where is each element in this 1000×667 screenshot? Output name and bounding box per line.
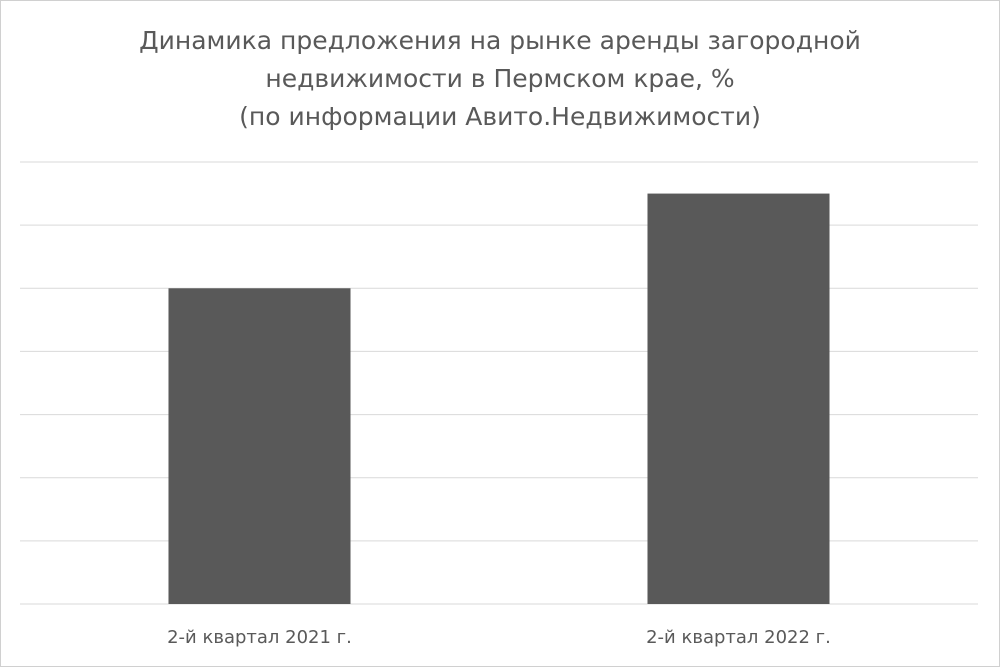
x-tick-label: 2-й квартал 2022 г. (646, 627, 831, 648)
chart-title: (по информации Авито.Недвижимости) (239, 102, 761, 131)
chart-title: недвижимости в Пермском крае, % (265, 64, 734, 93)
chart-title: Динамика предложения на рынке аренды заг… (139, 26, 861, 55)
bar (647, 193, 830, 605)
x-tick-label: 2-й квартал 2021 г. (167, 627, 352, 648)
bar (168, 288, 351, 604)
